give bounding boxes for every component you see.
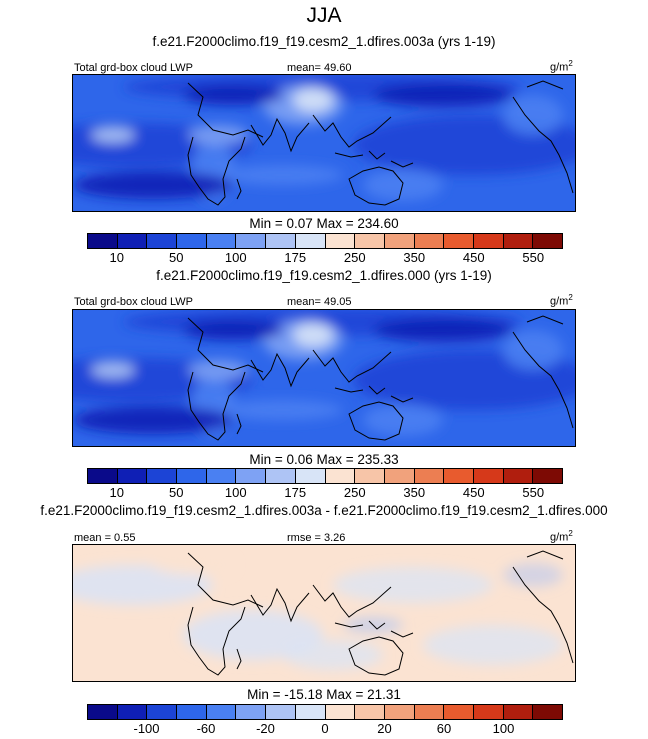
colorbar-swatch: [295, 234, 326, 248]
colorbar-swatch: [503, 234, 534, 248]
colorbar-tick-label: 10: [109, 250, 124, 265]
colorbar-tick-label: -20: [256, 721, 275, 736]
colorbar-tick-label: 450: [462, 485, 485, 500]
colorbar-swatch: [384, 234, 415, 248]
colorbar-swatch: [473, 469, 504, 483]
colorbar-swatch: [266, 705, 296, 719]
panel-1-units: g/m2: [550, 59, 573, 74]
colorbar-tick-label: 50: [169, 485, 184, 500]
figure-title: JJA: [306, 4, 342, 27]
colorbar-swatch: [503, 705, 534, 719]
colorbar-swatch: [147, 234, 178, 248]
colorbar-swatch: [266, 234, 296, 248]
colorbar-swatch: [206, 234, 237, 248]
colorbar-swatch: [88, 234, 118, 248]
colorbar-tick-label: 250: [343, 485, 366, 500]
panel-3-min-max: Min = -15.18 Max = 21.31: [247, 687, 401, 702]
colorbar-tick-label: 100: [492, 721, 515, 736]
colorbar-tick-label: 550: [522, 250, 545, 265]
panel-2-subtitle: f.e21.F2000climo.f19_f19.cesm2_1.dfires.…: [156, 268, 492, 283]
colorbar-swatch: [503, 469, 534, 483]
colorbar-tick-label: 175: [284, 485, 307, 500]
colorbar-swatch: [473, 705, 504, 719]
colorbar-swatch: [236, 705, 267, 719]
colorbar-swatch: [117, 705, 148, 719]
colorbar-tick-label: -100: [133, 721, 160, 736]
panel-2-min-max: Min = 0.06 Max = 235.33: [249, 452, 399, 467]
colorbar-swatch: [473, 234, 504, 248]
panel-2-units: g/m2: [550, 293, 573, 308]
colorbar-swatch: [117, 234, 148, 248]
colorbar-swatch: [147, 469, 178, 483]
colorbar-tick-label: 350: [403, 485, 426, 500]
colorbar-swatch: [88, 469, 118, 483]
colorbar-swatch: [206, 469, 237, 483]
panel-2-mean-label: mean= 49.05: [287, 296, 352, 308]
colorbar-tick-label: 350: [403, 250, 426, 265]
colorbar-swatch: [147, 705, 178, 719]
colorbar-swatch: [414, 705, 445, 719]
colorbar-tick-label: 50: [169, 250, 184, 265]
colorbar-swatch: [444, 705, 474, 719]
difference-title: f.e21.F2000climo.f19_f19.cesm2_1.dfires.…: [40, 503, 608, 518]
colorbar-swatch: [177, 234, 207, 248]
colorbar-swatch: [444, 234, 474, 248]
colorbar-tick-label: 175: [284, 250, 307, 265]
colorbar-swatch: [414, 234, 445, 248]
panel-2-map: [72, 309, 576, 447]
colorbar-tick-label: 550: [522, 485, 545, 500]
colorbar-tick-label: 100: [224, 250, 247, 265]
colorbar-tick-label: 60: [436, 721, 452, 736]
colorbar-swatch: [325, 705, 356, 719]
colorbar-swatch: [355, 234, 385, 248]
colorbar-swatch: [236, 469, 267, 483]
panel-3-colorbar-ticks: -100 -60 -20 0 20 60 100: [87, 721, 563, 737]
colorbar-swatch: [355, 469, 385, 483]
colorbar-swatch: [88, 705, 118, 719]
colorbar-tick-label: 250: [343, 250, 366, 265]
colorbar-tick-label: 0: [321, 721, 329, 736]
colorbar-swatch: [177, 705, 207, 719]
panel-1-min-max: Min = 0.07 Max = 234.60: [249, 216, 399, 231]
panel-3-rmse-label: rmse = 3.26: [287, 532, 346, 544]
panel-3-units: g/m2: [550, 529, 573, 544]
colorbar-tick-label: 10: [109, 485, 124, 500]
colorbar-swatch: [384, 705, 415, 719]
colorbar-swatch: [295, 705, 326, 719]
panel-1-mean-label: mean= 49.60: [287, 62, 352, 74]
colorbar-swatch: [236, 234, 267, 248]
panel-3-map: [72, 544, 576, 682]
panel-1-variable-label: Total grd-box cloud LWP: [74, 62, 194, 74]
colorbar-swatch: [117, 469, 148, 483]
colorbar-swatch: [444, 469, 474, 483]
colorbar-swatch: [266, 469, 296, 483]
colorbar-swatch: [533, 234, 562, 248]
panel-2-colorbar-ticks: 10 50 100 175 250 350 450 550: [87, 485, 563, 501]
colorbar-swatch: [355, 705, 385, 719]
colorbar-swatch: [414, 469, 445, 483]
panel-1-colorbar-ticks: 10 50 100 175 250 350 450 550: [87, 250, 563, 266]
colorbar-swatch: [533, 705, 562, 719]
colorbar-swatch: [325, 234, 356, 248]
colorbar-tick-label: -60: [196, 721, 216, 736]
colorbar-swatch: [325, 469, 356, 483]
panel-3-mean-label: mean = 0.55: [74, 532, 136, 544]
colorbar-swatch: [533, 469, 562, 483]
panel-1-colorbar: [87, 233, 563, 249]
colorbar-swatch: [206, 705, 237, 719]
colorbar-tick-label: 20: [377, 721, 392, 736]
colorbar-tick-label: 450: [462, 250, 485, 265]
panel-1-subtitle: f.e21.F2000climo.f19_f19.cesm2_1.dfires.…: [152, 34, 496, 49]
panel-1-map: [72, 74, 576, 212]
colorbar-swatch: [177, 469, 207, 483]
colorbar-swatch: [295, 469, 326, 483]
panel-2-colorbar: [87, 468, 563, 484]
panel-3-colorbar: [87, 704, 563, 720]
colorbar-tick-label: 100: [224, 485, 247, 500]
colorbar-swatch: [384, 469, 415, 483]
panel-2-variable-label: Total grd-box cloud LWP: [74, 296, 194, 308]
